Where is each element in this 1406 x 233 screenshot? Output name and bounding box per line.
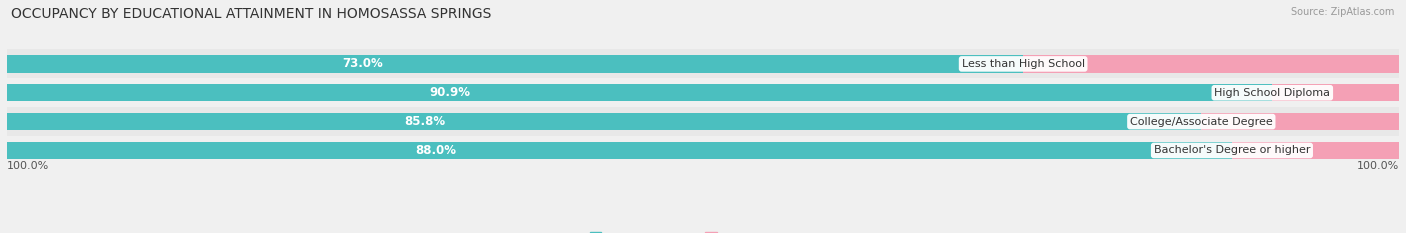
Text: 100.0%: 100.0% bbox=[1357, 161, 1399, 171]
Text: High School Diploma: High School Diploma bbox=[1215, 88, 1330, 98]
Bar bbox=[7, 107, 1399, 136]
Bar bbox=[7, 142, 1232, 159]
Text: 90.9%: 90.9% bbox=[429, 86, 471, 99]
Bar bbox=[7, 136, 1399, 165]
Bar bbox=[1201, 113, 1399, 130]
Bar bbox=[7, 78, 1399, 107]
Bar bbox=[1024, 55, 1399, 72]
Bar bbox=[1272, 84, 1399, 101]
Text: OCCUPANCY BY EDUCATIONAL ATTAINMENT IN HOMOSASSA SPRINGS: OCCUPANCY BY EDUCATIONAL ATTAINMENT IN H… bbox=[11, 7, 492, 21]
Text: 85.8%: 85.8% bbox=[405, 115, 446, 128]
Text: Less than High School: Less than High School bbox=[962, 59, 1084, 69]
Text: 73.0%: 73.0% bbox=[342, 57, 382, 70]
Bar bbox=[7, 84, 1272, 101]
Text: 88.0%: 88.0% bbox=[415, 144, 457, 157]
Text: Source: ZipAtlas.com: Source: ZipAtlas.com bbox=[1291, 7, 1395, 17]
Text: 100.0%: 100.0% bbox=[7, 161, 49, 171]
Bar bbox=[1232, 142, 1399, 159]
Bar bbox=[7, 55, 1024, 72]
Bar bbox=[7, 113, 1201, 130]
Bar bbox=[7, 49, 1399, 78]
Text: Bachelor's Degree or higher: Bachelor's Degree or higher bbox=[1154, 145, 1310, 155]
Legend: Owner-occupied, Renter-occupied: Owner-occupied, Renter-occupied bbox=[585, 228, 821, 233]
Text: College/Associate Degree: College/Associate Degree bbox=[1130, 116, 1272, 127]
